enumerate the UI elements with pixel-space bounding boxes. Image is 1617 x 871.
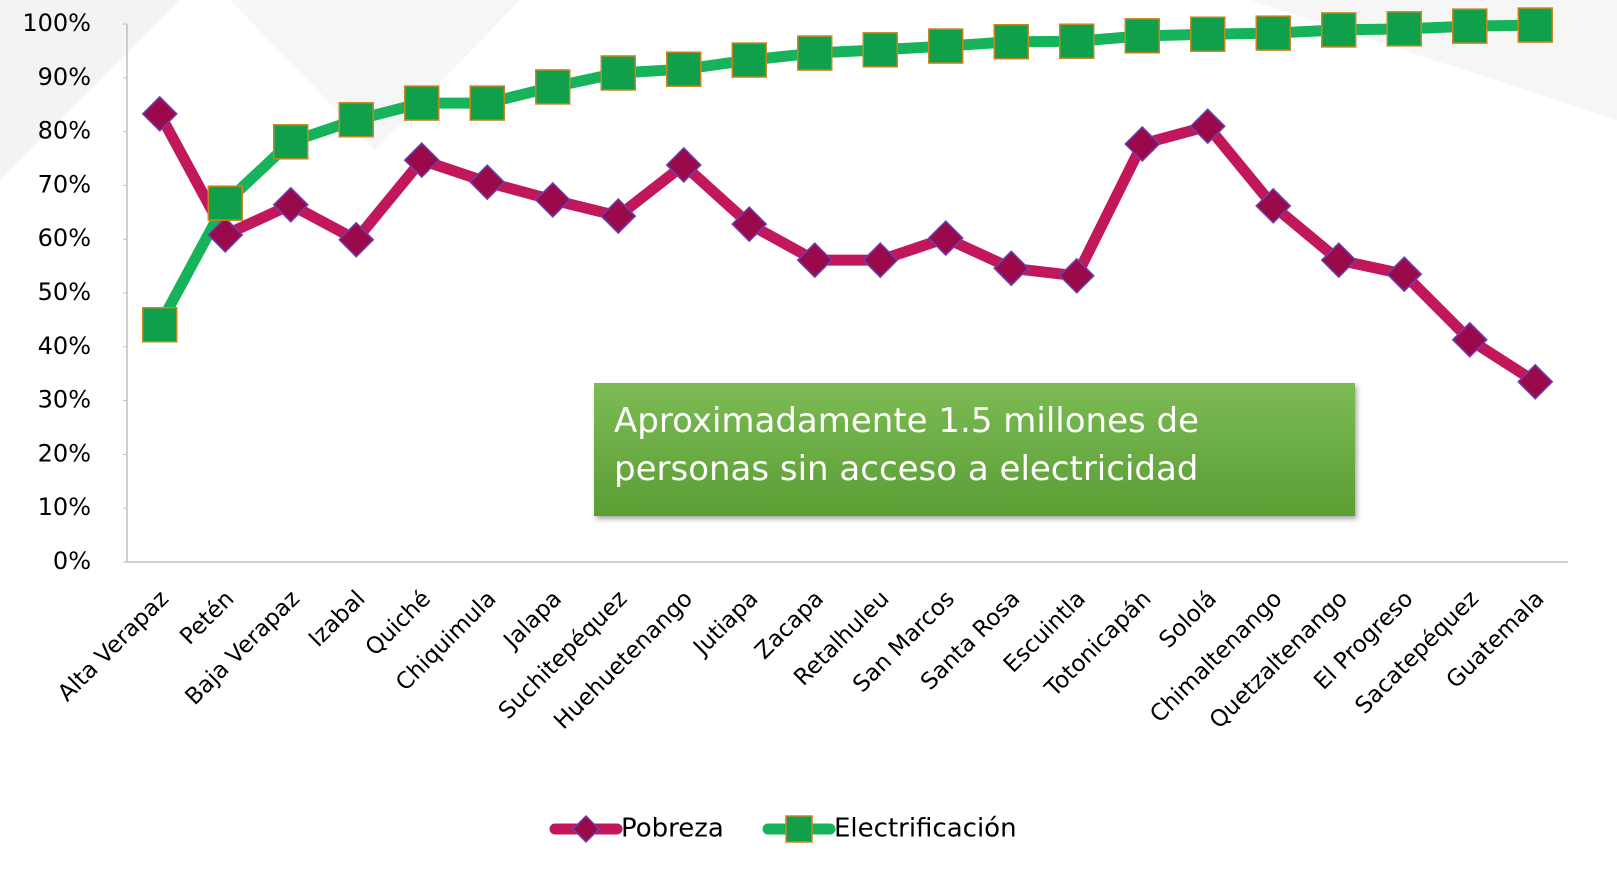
x-tick-label: Alta Verapaz [53, 586, 174, 707]
data-point [535, 69, 571, 105]
data-point [928, 28, 964, 64]
data-point [272, 186, 309, 223]
legend-label: Electrificación [834, 814, 1017, 844]
y-tick-label: 100% [22, 9, 91, 37]
data-point [862, 242, 899, 279]
data-point [1058, 257, 1095, 294]
data-point [666, 51, 702, 87]
data-point [534, 181, 571, 218]
background-shape [1250, 0, 1617, 120]
legend-marker [571, 814, 601, 844]
data-point [1320, 242, 1357, 279]
data-point [1517, 363, 1554, 400]
y-tick-label: 60% [38, 224, 91, 252]
data-point [731, 206, 768, 243]
y-tick-label: 10% [38, 493, 91, 521]
data-point [207, 185, 243, 221]
data-point [1451, 321, 1488, 358]
y-tick-label: 30% [38, 386, 91, 414]
data-point [469, 164, 506, 201]
annotation: Aproximadamente 1.5 millones de personas… [594, 383, 1355, 516]
data-point [142, 306, 178, 343]
data-point [993, 24, 1029, 60]
data-point [338, 102, 374, 138]
data-point [1124, 125, 1161, 163]
x-tick-label: Petén [175, 586, 239, 650]
data-point [1255, 187, 1292, 224]
background-shape [0, 0, 180, 180]
data-point [862, 32, 898, 68]
data-point [927, 220, 964, 257]
y-tick-label: 80% [38, 117, 91, 145]
data-point [141, 95, 178, 132]
data-point [1386, 11, 1422, 47]
legend-label: Pobreza [621, 814, 724, 844]
data-point [403, 142, 440, 179]
data-point [1321, 12, 1357, 48]
series-line [154, 19, 1541, 331]
data-point [1059, 23, 1095, 59]
data-point [600, 55, 636, 91]
data-point [1189, 108, 1226, 145]
y-tick-label: 90% [38, 63, 91, 91]
data-point [993, 250, 1030, 287]
data-point [731, 42, 767, 78]
y-tick-label: 0% [53, 547, 91, 575]
data-point [665, 146, 702, 184]
background-shape [230, 0, 520, 150]
data-point [600, 198, 637, 235]
series-line [154, 108, 1541, 388]
data-point [1255, 15, 1291, 51]
data-point [1190, 16, 1226, 52]
data-point [207, 216, 244, 253]
data-point [338, 221, 375, 258]
data-point [1124, 18, 1160, 54]
y-tick-label: 40% [38, 332, 91, 360]
data-point [797, 35, 833, 71]
data-point [404, 85, 440, 121]
data-point [1517, 7, 1553, 43]
data-point [796, 242, 833, 279]
legend-marker [785, 815, 813, 843]
data-point [469, 85, 505, 121]
data-point [1386, 256, 1423, 293]
y-tick-label: 50% [38, 278, 91, 306]
data-point [1452, 8, 1488, 44]
data-point [273, 124, 309, 160]
y-tick-label: 20% [38, 439, 91, 467]
y-tick-label: 70% [38, 170, 91, 198]
x-tick-label: Baja Verapaz [180, 586, 305, 711]
x-tick-label: Jutiapa [687, 586, 763, 662]
